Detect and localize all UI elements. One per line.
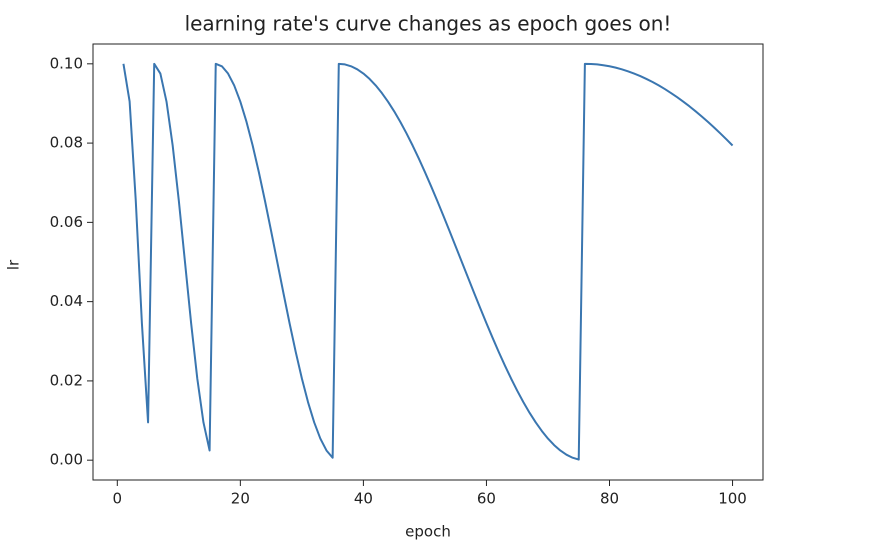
- x-tick-label: 0: [113, 490, 123, 508]
- axes-frame: [92, 43, 764, 481]
- y-tick-label: 0.04: [50, 292, 83, 310]
- y-tick-label: 0.10: [50, 54, 83, 72]
- x-tick-label: 80: [600, 490, 619, 508]
- y-tick-label: 0.02: [50, 371, 83, 389]
- x-tick-label: 100: [718, 490, 747, 508]
- x-tick-label: 20: [231, 490, 250, 508]
- y-tick-label: 0.00: [50, 451, 83, 469]
- line-series: [122, 62, 734, 461]
- x-tick-label: 60: [477, 490, 496, 508]
- y-tick-label: 0.06: [50, 213, 83, 231]
- y-axis-label: lr: [5, 259, 23, 270]
- x-tick-label: 40: [354, 490, 373, 508]
- chart-title: learning rate's curve changes as epoch g…: [185, 12, 672, 36]
- y-tick-label: 0.08: [50, 134, 83, 152]
- x-axis-label: epoch: [405, 523, 451, 541]
